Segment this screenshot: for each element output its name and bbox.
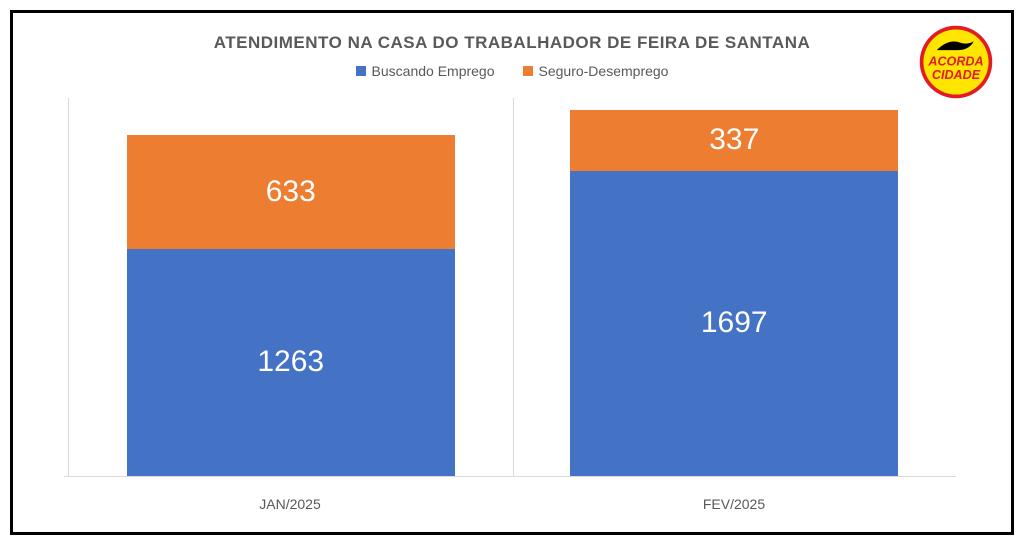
logo-text-bottom: CIDADE xyxy=(932,68,981,82)
stacked-bar: 337 1697 xyxy=(570,98,898,476)
x-axis-labels: JAN/2025FEV/2025 xyxy=(68,496,956,512)
x-axis-label: FEV/2025 xyxy=(512,496,956,512)
legend-swatch xyxy=(523,66,533,76)
chart-title: ATENDIMENTO NA CASA DO TRABALHADOR DE FE… xyxy=(13,33,1011,53)
x-axis-label: JAN/2025 xyxy=(68,496,512,512)
legend-label: Seguro-Desemprego xyxy=(539,63,669,79)
stacked-bar: 633 1263 xyxy=(127,98,455,476)
legend-item: Seguro-Desemprego xyxy=(523,63,669,79)
chart-card: ATENDIMENTO NA CASA DO TRABALHADOR DE FE… xyxy=(10,10,1014,535)
bar-segment: 1697 xyxy=(570,171,898,476)
bar-segment: 633 xyxy=(127,135,455,249)
logo-svg: ACORDA CIDADE xyxy=(919,25,993,99)
bar-segment: 1263 xyxy=(127,249,455,476)
legend-item: Buscando Emprego xyxy=(356,63,495,79)
bar-column: 633 1263 xyxy=(69,98,513,476)
category-divider xyxy=(513,98,514,476)
bar-value-label: 1263 xyxy=(257,345,324,379)
acorda-cidade-logo: ACORDA CIDADE xyxy=(919,25,993,99)
legend-swatch xyxy=(356,66,366,76)
logo-text-top: ACORDA xyxy=(927,55,983,69)
plot-area: 633 1263 337 1697 xyxy=(68,98,956,477)
bar-value-label: 1697 xyxy=(701,306,768,340)
bar-value-label: 337 xyxy=(709,123,759,157)
chart-legend: Buscando Emprego Seguro-Desemprego xyxy=(13,63,1011,79)
bar-column: 337 1697 xyxy=(513,98,957,476)
bar-segment: 337 xyxy=(570,110,898,171)
legend-label: Buscando Emprego xyxy=(372,63,495,79)
y-axis-tick xyxy=(64,476,69,477)
chart-frame: ATENDIMENTO NA CASA DO TRABALHADOR DE FE… xyxy=(0,0,1024,545)
bar-value-label: 633 xyxy=(266,175,316,209)
